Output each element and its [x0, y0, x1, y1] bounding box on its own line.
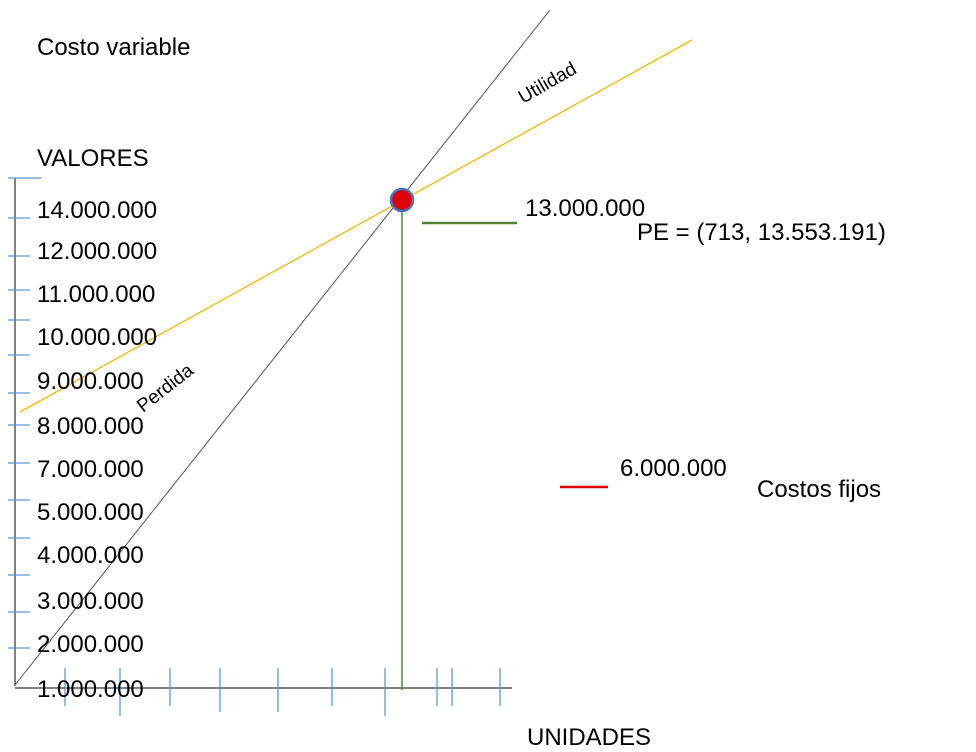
y-axis-label: 8.000.000: [37, 413, 144, 440]
x-axis-title: UNIDADES: [527, 724, 651, 751]
title: Costo variable: [37, 34, 190, 61]
revenue-line: [19, 39, 693, 413]
y-axis-label: 14.000.000: [37, 197, 157, 224]
y-axis-label: 5.000.000: [37, 499, 144, 526]
y-axis-title: VALORES: [37, 145, 149, 172]
y-axis-label: 10.000.000: [37, 324, 157, 351]
y-axis-label: 2.000.000: [37, 631, 144, 658]
legend-value: 6.000.000: [620, 455, 727, 482]
legend-label: PE = (713, 13.553.191): [637, 219, 886, 246]
y-axis-label: 7.000.000: [37, 456, 144, 483]
y-axis-label: 3.000.000: [37, 588, 144, 615]
y-axis-label: 12.000.000: [37, 238, 157, 265]
y-axis-ticks: [8, 177, 42, 649]
y-axis-labels: 14.000.000 12.000.000 11.000.000 10.000.000…: [37, 197, 157, 703]
x-axis-ticks: [64, 668, 501, 716]
y-axis-label: 11.000.000: [37, 281, 155, 308]
y-axis-label: 4.000.000: [37, 542, 144, 569]
legend-value: 13.000.000: [525, 195, 645, 222]
legend-label: Costos fijos: [757, 476, 881, 503]
y-axis-label: 1.000.000: [37, 676, 144, 703]
total-cost-line: [14, 9, 551, 686]
y-axis-label: 9.000.000: [37, 368, 144, 395]
region-label-upper: Utilidad: [515, 58, 580, 108]
break-even-point: [389, 187, 415, 213]
